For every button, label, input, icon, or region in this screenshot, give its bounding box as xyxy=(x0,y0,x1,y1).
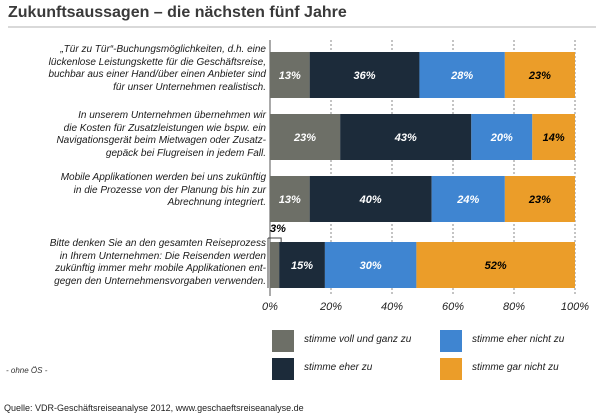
bar-segment xyxy=(324,242,417,288)
data-label: 30% xyxy=(360,260,382,272)
stacked-bar-chart: 0% 20% 40% 60% 80% 100% 13% 36% 28% 23% 23% 43% 20% 1… xyxy=(262,40,589,313)
category-label-line: In unserem Unternehmen übernehmen wir xyxy=(78,110,266,121)
data-label: 13% xyxy=(279,70,301,82)
legend-swatch xyxy=(440,330,462,352)
bar-segment xyxy=(309,52,420,98)
category-label-line: „Tür zu Tür“-Buchungsmöglichkeiten, d.h.… xyxy=(60,44,266,55)
x-tick-label: 80% xyxy=(503,301,525,313)
data-label: 13% xyxy=(279,194,301,206)
bar-segment xyxy=(279,242,325,288)
data-label: 52% xyxy=(485,260,507,272)
title-rule xyxy=(8,26,596,28)
category-label-line: buchbar aus einer Hand/über einen Anbiet… xyxy=(48,69,266,80)
category-label-line: gepäck bei Flugreisen in jedem Fall. xyxy=(105,147,266,159)
legend-label: stimme voll und ganz zu xyxy=(304,334,412,345)
data-label: 15% xyxy=(291,260,313,272)
category-label-line: gegen den Unternehmensvorgaben verwenden… xyxy=(54,275,266,287)
category-label: Bitte denken Sie an den gesamten Reisepr… xyxy=(10,238,266,288)
bar-segment xyxy=(340,114,472,160)
bar-segment xyxy=(471,114,533,160)
category-label-line: Abrechnung integriert. xyxy=(167,197,266,208)
category-label-line: Navigationsgerät beim Mietwagen oder Zus… xyxy=(56,135,266,146)
x-tick-label: 40% xyxy=(381,301,403,313)
footnote: - ohne ÖS - xyxy=(6,366,48,375)
data-label: 40% xyxy=(359,194,382,206)
x-tick-label: 60% xyxy=(442,301,464,313)
category-label-line: für unser Unternehmen realistisch. xyxy=(113,81,266,93)
bar-segment xyxy=(270,176,310,222)
data-label: 20% xyxy=(490,132,513,144)
bar-segment xyxy=(270,52,310,98)
x-tick-label: 20% xyxy=(319,301,342,313)
x-tick-label: 100% xyxy=(561,301,589,313)
bar-segment xyxy=(309,176,432,222)
bar-segment xyxy=(504,176,575,222)
chart-title: Zukunftsaussagen – die nächsten fünf Jah… xyxy=(8,4,347,21)
category-label-line: zukünftig immer mehr mobile Applikatione… xyxy=(55,263,266,274)
category-label-line: Bitte denken Sie an den gesamten Reisepr… xyxy=(49,238,266,249)
legend-label: stimme eher zu xyxy=(304,362,373,373)
data-label: 3% xyxy=(270,223,286,235)
bar-segment xyxy=(419,52,505,98)
data-label: 36% xyxy=(354,70,376,82)
data-label: 23% xyxy=(528,194,551,206)
bar-segment xyxy=(416,242,575,288)
category-label-line: in die Prozesse von der Planung bis hin … xyxy=(73,184,266,196)
category-label-line: Mobile Applikationen werden bei uns zukü… xyxy=(60,172,266,183)
legend-swatch xyxy=(272,330,294,352)
data-label: 14% xyxy=(543,132,565,144)
x-tick-label: 0% xyxy=(262,301,278,313)
category-label: In unserem Unternehmen übernehmen wir die… xyxy=(10,110,266,160)
legend-swatch xyxy=(272,358,294,380)
category-label-line: die Kosten für Zusatzleistungen wie bspw… xyxy=(63,122,266,134)
data-label: 28% xyxy=(450,70,473,82)
data-label: 24% xyxy=(456,194,479,206)
leader-line xyxy=(268,237,282,242)
bar-segment xyxy=(270,114,341,160)
category-label: „Tür zu Tür“-Buchungsmöglichkeiten, d.h.… xyxy=(10,44,266,94)
legend-label: stimme eher nicht zu xyxy=(472,334,565,345)
data-label: 23% xyxy=(528,70,551,82)
category-label-line: lückenlose Leistungskette für die Geschä… xyxy=(48,56,266,68)
bar-segment xyxy=(504,52,575,98)
category-label: Mobile Applikationen werden bei uns zukü… xyxy=(10,172,266,210)
data-label: 43% xyxy=(394,132,417,144)
bar-segment xyxy=(532,114,575,160)
category-label-line: in Ihrem Unternehmen: Die Reisenden werd… xyxy=(59,250,266,262)
legend-label: stimme gar nicht zu xyxy=(472,362,559,373)
bar-segment xyxy=(431,176,505,222)
source-line: Quelle: VDR-Geschäftsreiseanalyse 2012, … xyxy=(4,403,304,413)
legend-swatch xyxy=(440,358,462,380)
data-label: 23% xyxy=(293,132,316,144)
bar-segment xyxy=(270,242,280,288)
